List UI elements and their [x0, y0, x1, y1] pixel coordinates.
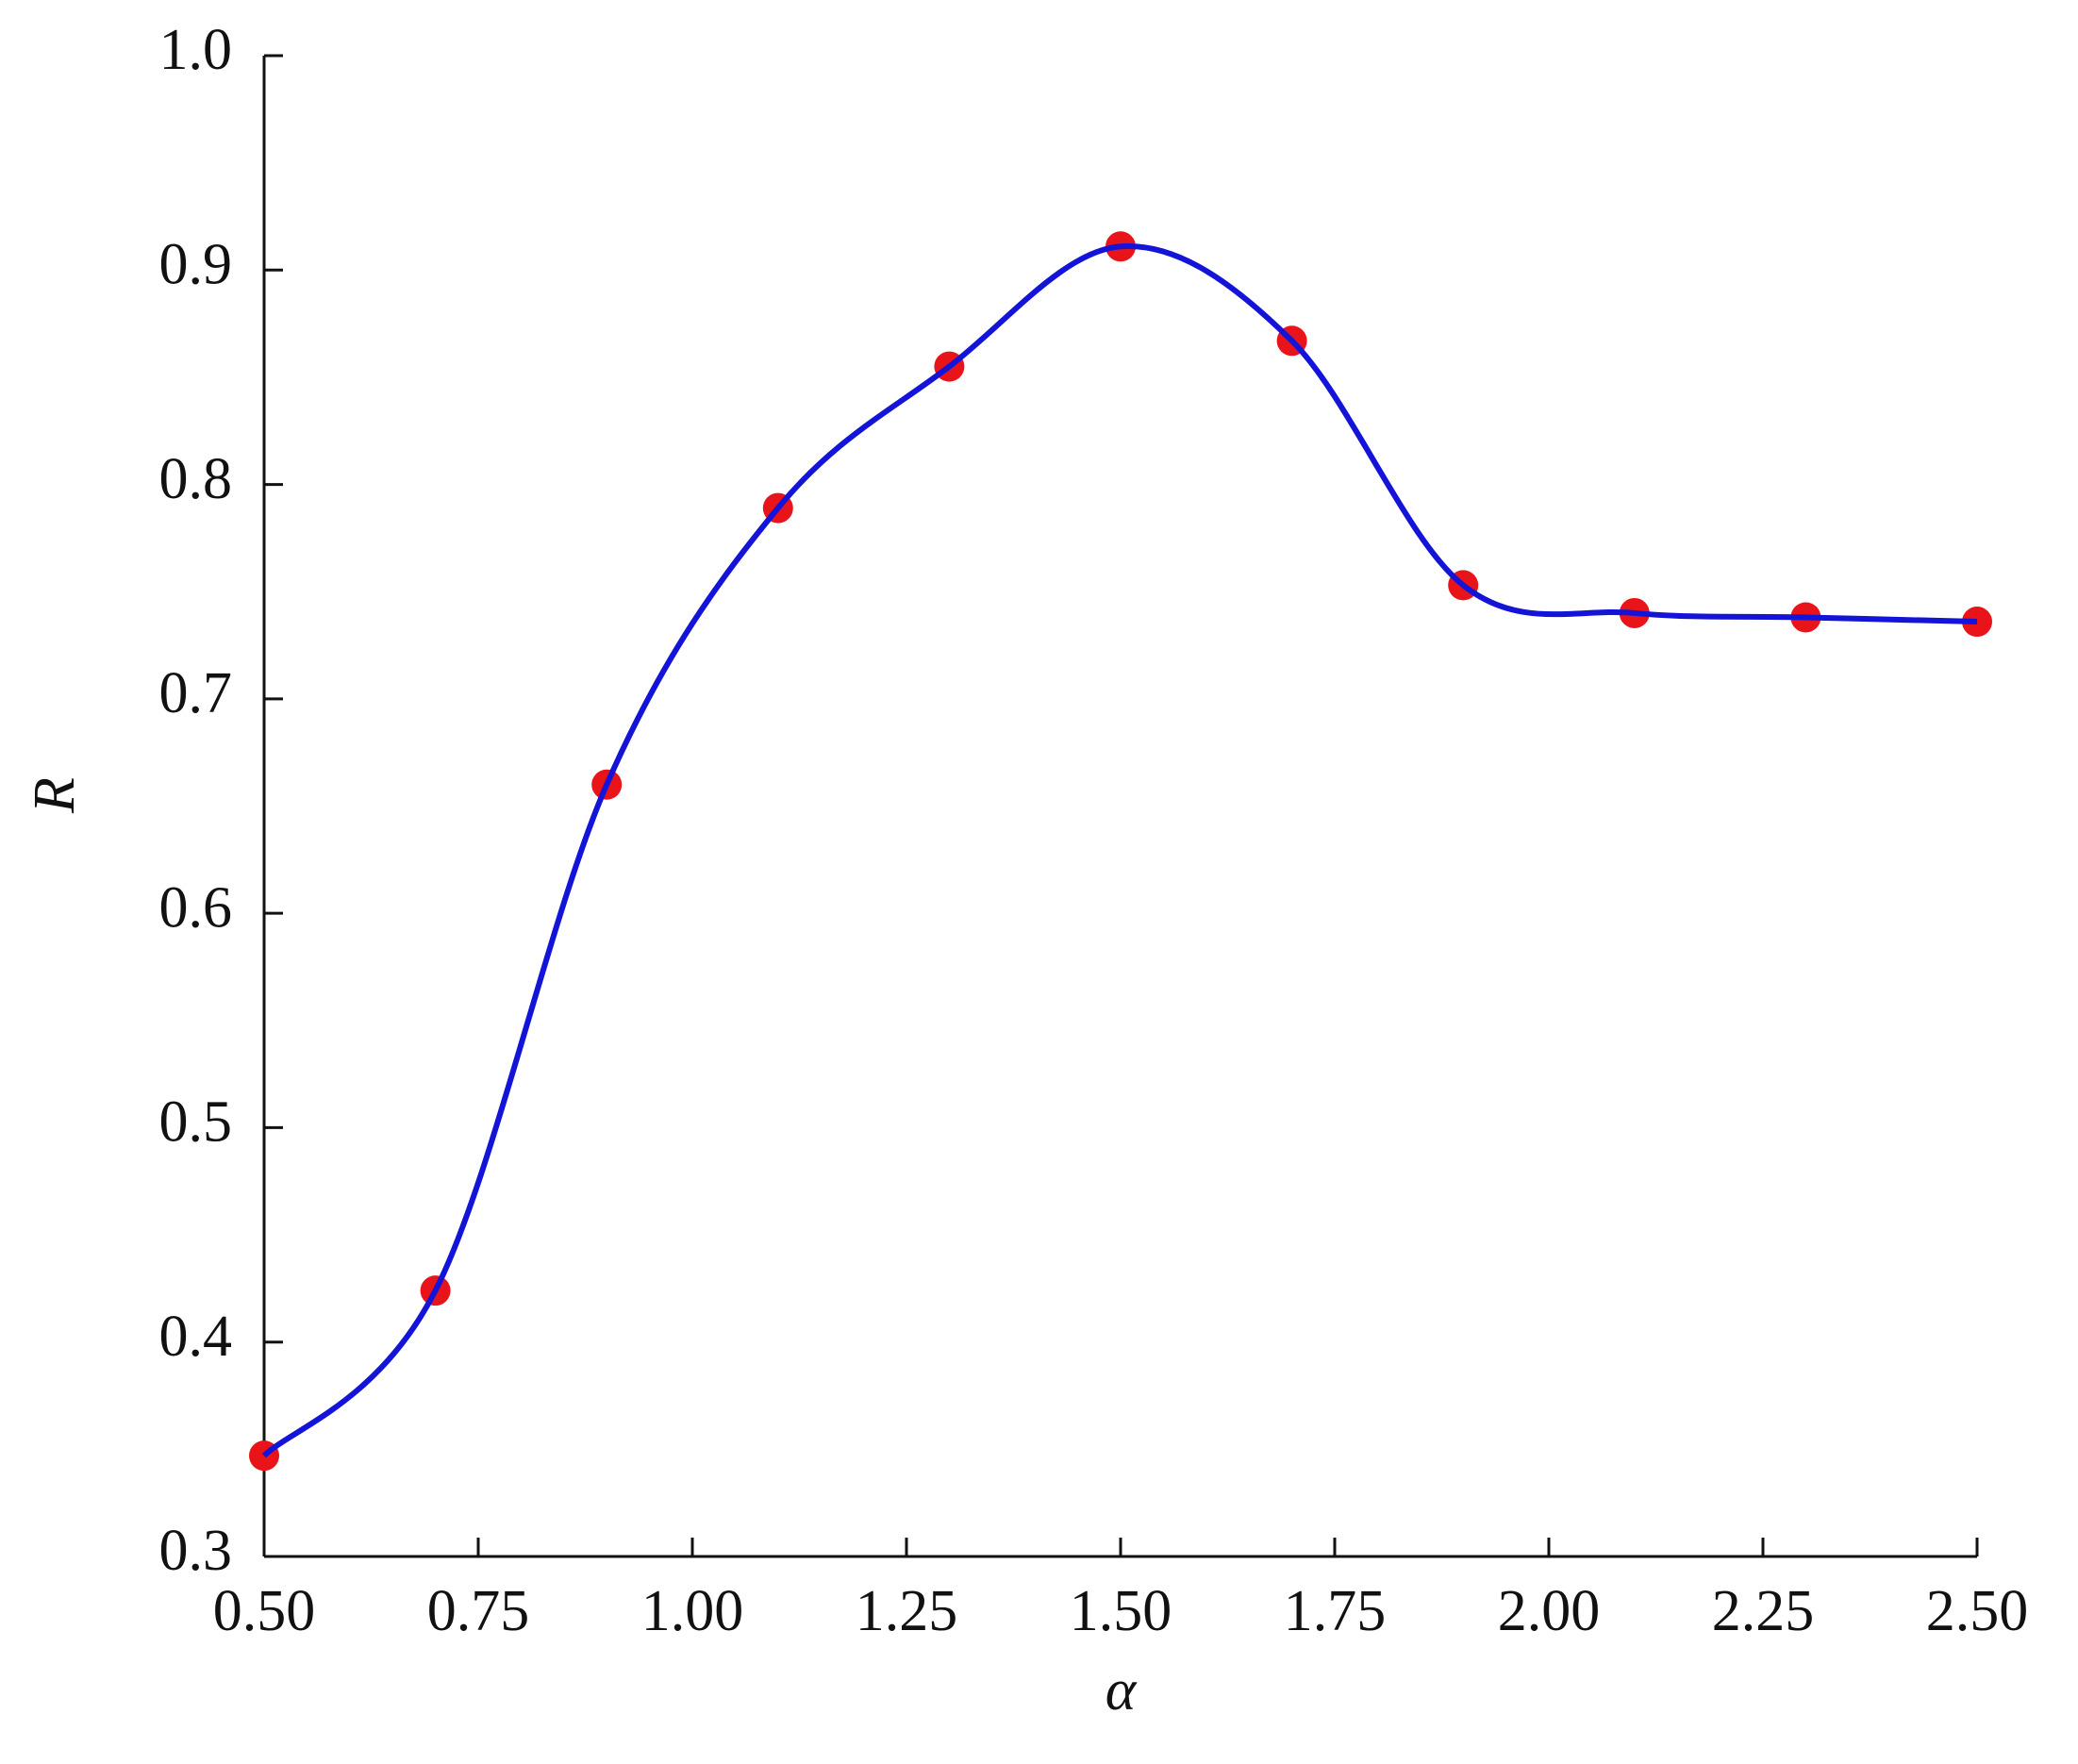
y-tick-label: 0.3: [159, 1519, 233, 1583]
x-tick-label: 1.75: [1284, 1579, 1387, 1643]
x-tick-label: 2.00: [1498, 1579, 1601, 1643]
x-tick-label: 2.25: [1712, 1579, 1815, 1643]
x-tick-label: 2.50: [1926, 1579, 2029, 1643]
y-tick-label: 0.6: [159, 875, 233, 940]
x-tick-label: 0.50: [213, 1579, 316, 1643]
y-tick-label: 0.7: [159, 661, 233, 725]
x-axis-label: α: [1105, 1658, 1138, 1722]
y-tick-label: 1.0: [159, 18, 233, 82]
y-tick-label: 0.4: [159, 1305, 233, 1369]
y-axis-label: R: [23, 777, 87, 814]
fit-line: [261, 243, 1978, 1458]
x-tick-label: 1.00: [641, 1579, 744, 1643]
y-tick-label: 0.5: [159, 1090, 233, 1155]
x-tick-label: 1.50: [1070, 1579, 1172, 1643]
y-tick-label: 0.8: [159, 447, 233, 511]
y-tick-label: 0.9: [159, 233, 233, 297]
x-tick-label: 1.25: [856, 1579, 958, 1643]
x-tick-label: 0.75: [427, 1579, 530, 1643]
